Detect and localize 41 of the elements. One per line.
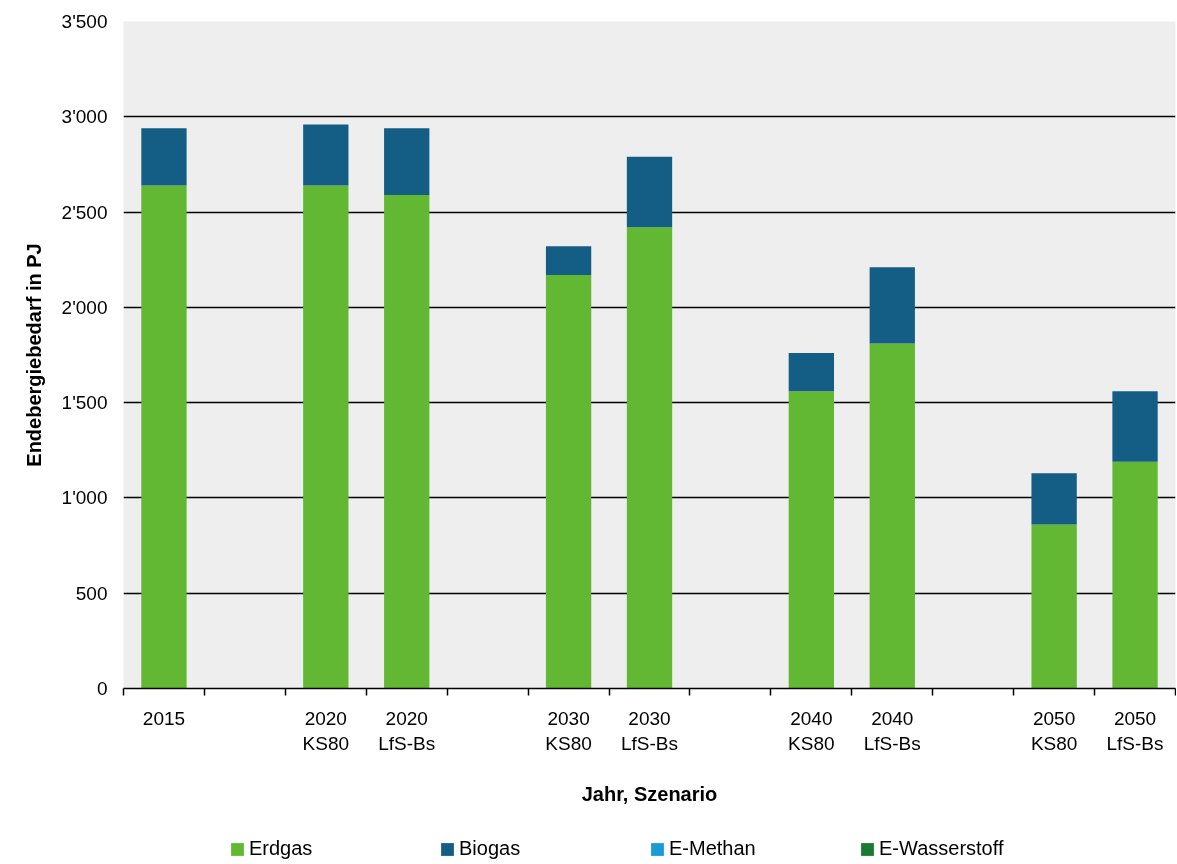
- bar: [141, 185, 187, 689]
- bar: [545, 274, 592, 689]
- x-axis-title: Jahr, Szenario: [581, 782, 718, 805]
- y-tick-label: 500: [75, 582, 108, 604]
- bar: [384, 128, 430, 195]
- x-tick-label: 2040 LfS-Bs: [863, 707, 921, 754]
- bar: [788, 353, 834, 392]
- y-tick-label: 2'500: [61, 201, 108, 223]
- x-tick-label: 2040 KS80: [788, 707, 835, 754]
- bar: [303, 185, 349, 689]
- x-tick-label: 2030 LfS-Bs: [620, 707, 679, 754]
- legend-label: Biogas: [459, 837, 522, 860]
- bar: [869, 267, 915, 344]
- x-tick-label: 2050 KS80: [1030, 707, 1078, 754]
- y-tick-label: 3'000: [61, 106, 108, 128]
- bar: [141, 128, 187, 186]
- bar: [384, 194, 430, 689]
- bar: [626, 156, 673, 228]
- legend-label: E-Wasserstoff: [879, 837, 1005, 860]
- x-tick-label: 2020 LfS-Bs: [378, 707, 436, 754]
- x-tick-label: 2050 LfS-Bs: [1106, 707, 1164, 754]
- bar: [545, 246, 592, 275]
- bar: [869, 343, 915, 689]
- x-tick-label: 2030 KS80: [545, 707, 592, 754]
- y-axis-title: Endebergiebedarf in PJ: [22, 243, 45, 467]
- y-tick-label: 1'000: [61, 487, 108, 509]
- y-tick-label: 1'500: [61, 392, 108, 414]
- x-tick-label: 2015: [142, 707, 186, 729]
- bar: [1112, 391, 1158, 462]
- x-tick-label: 2020 KS80: [302, 707, 350, 754]
- y-tick-label: 2'000: [61, 296, 108, 318]
- bar: [626, 227, 673, 689]
- bar: [788, 391, 834, 689]
- y-tick-label: 0: [96, 678, 108, 699]
- legend-label: E-Methan: [669, 837, 757, 860]
- bar: [1112, 461, 1158, 689]
- y-tick-label: 3'500: [61, 11, 108, 32]
- bar: [1031, 524, 1077, 689]
- legend-label: Erdgas: [249, 837, 314, 860]
- bar: [1031, 473, 1077, 525]
- bar: [303, 124, 349, 186]
